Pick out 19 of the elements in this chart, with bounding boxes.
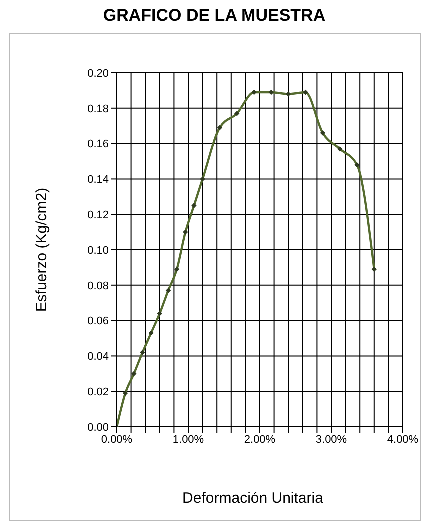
y-tick-label: 0.14 — [88, 174, 109, 186]
x-tick-label: 3.00% — [316, 434, 348, 446]
y-tick-label: 0.20 — [88, 68, 109, 80]
y-tick-label: 0.18 — [88, 103, 109, 116]
y-tick-label: 0.08 — [88, 280, 109, 292]
y-tick-label: 0.02 — [88, 386, 109, 399]
y-tick-label: 0.10 — [88, 244, 109, 257]
y-tick-label: 0.00 — [88, 422, 109, 434]
y-tick-label: 0.12 — [88, 210, 109, 222]
x-tick-label: 1.00% — [172, 434, 204, 446]
y-axis-title: Esfuerzo (Kg/cm2) — [34, 188, 50, 312]
x-tick-label: 0.00% — [101, 434, 133, 446]
y-tick-label: 0.16 — [88, 138, 109, 151]
y-tick-label: 0.06 — [88, 316, 109, 328]
chart-title: GRAFICO DE LA MUESTRA — [102, 6, 327, 26]
x-axis-title: Deformación Unitaria — [182, 490, 324, 507]
y-tick-label: 0.04 — [88, 351, 109, 364]
x-tick-label: 4.00% — [387, 434, 419, 446]
x-tick-label: 2.00% — [244, 434, 276, 446]
